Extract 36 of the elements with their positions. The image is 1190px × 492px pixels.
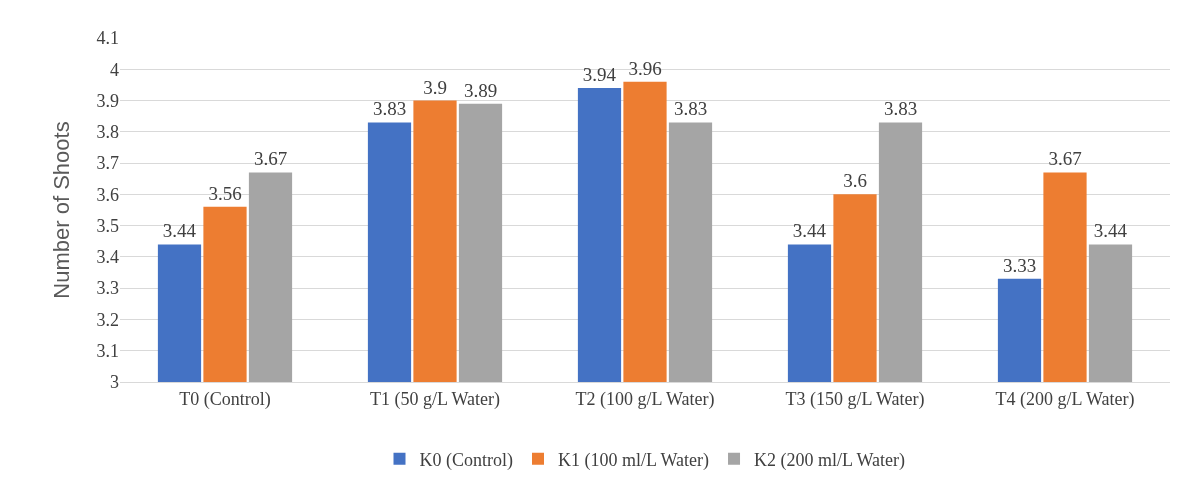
y-tick-label: 3.4	[96, 247, 119, 268]
data-label: 3.83	[883, 98, 918, 120]
data-label: 3.67	[1048, 148, 1082, 170]
x-tick-label: T4 (200 g/L Water)	[995, 388, 1135, 410]
data-label: 3.96	[628, 57, 662, 79]
y-tick-label: 3.8	[96, 122, 119, 143]
y-tick-label: 4.1	[96, 28, 119, 49]
data-label: 3.67	[253, 148, 288, 170]
x-tick-label: T3 (150 g/L Water)	[785, 388, 925, 410]
y-tick-label: 3	[110, 372, 119, 393]
y-tick-label: 3.1	[96, 341, 119, 362]
data-label: 3.6	[843, 170, 867, 192]
data-label: 3.44	[1093, 220, 1128, 242]
y-axis-title: Number of Shoots	[49, 121, 75, 299]
y-tick-label: 3.7	[96, 153, 119, 174]
y-tick-label: 3.5	[96, 215, 119, 236]
legend-label: K1 (100 ml/L Water)	[558, 449, 710, 471]
y-tick-label: 3.2	[96, 309, 119, 330]
y-tick-label: 4	[110, 59, 119, 80]
data-label: 3.44	[792, 220, 827, 242]
y-tick-label: 3.9	[96, 90, 119, 111]
x-tick-label: T0 (Control)	[179, 388, 271, 410]
data-label: 3.44	[162, 220, 197, 242]
data-label: 3.9	[423, 76, 447, 98]
data-label: 3.94	[582, 64, 617, 86]
legend-label: K2 (200 ml/L Water)	[754, 449, 906, 471]
x-tick-label: T1 (50 g/L Water)	[369, 388, 501, 410]
data-label: 3.56	[208, 182, 242, 204]
x-tick-label: T2 (100 g/L Water)	[575, 388, 715, 410]
data-label: 3.33	[1002, 254, 1037, 276]
data-label: 3.83	[673, 98, 708, 120]
data-label: 3.89	[463, 79, 498, 101]
data-label: 3.83	[372, 98, 407, 120]
y-tick-label: 3.3	[96, 278, 119, 299]
y-tick-label: 3.6	[96, 184, 119, 205]
legend-label: K0 (Control)	[419, 449, 513, 471]
